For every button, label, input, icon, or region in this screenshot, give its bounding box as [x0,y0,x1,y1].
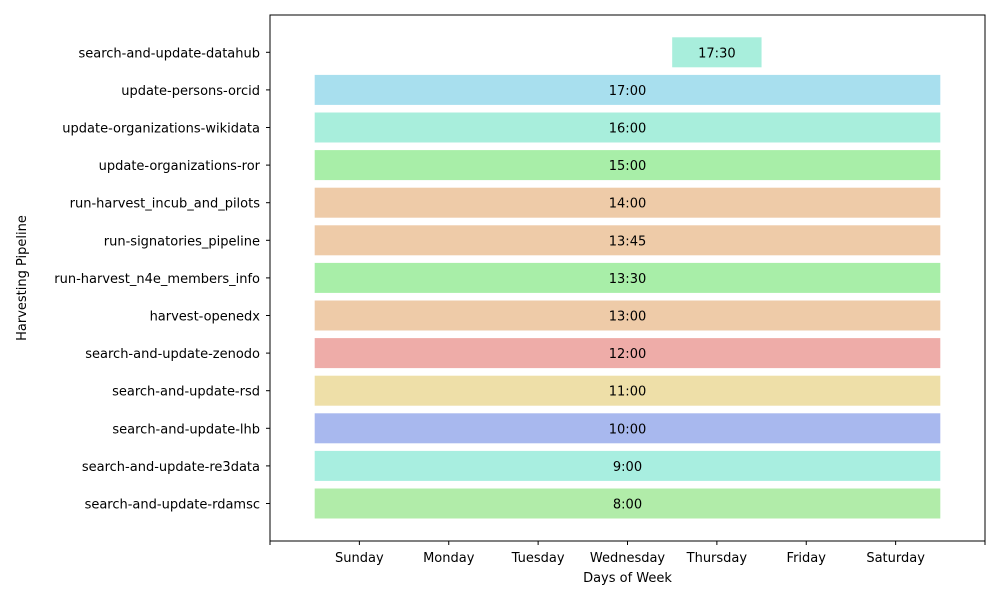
y-tick-label: search-and-update-lhb [112,422,260,437]
y-tick-label: update-organizations-ror [99,159,261,174]
bar-update-persons-orcid [314,74,941,105]
bar-search-and-update-datahub [672,37,762,68]
bar-update-organizations-wikidata [314,112,941,143]
bar-time-label: 13:45 [609,234,646,249]
y-tick-label: run-signatories_pipeline [104,234,260,249]
bar-search-and-update-lhb [314,413,941,444]
y-axis-ticks: search-and-update-rdamsc search-and-updat… [54,46,270,513]
y-tick-label: run-harvest_incub_and_pilots [70,197,261,212]
bar-time-label: 13:00 [609,310,646,325]
bar-search-and-update-zenodo [314,338,941,369]
bar-time-label: 12:00 [609,347,646,362]
bar-search-and-update-rdamsc [314,488,941,519]
x-tick-label: Thursday [686,551,748,566]
y-tick-label: search-and-update-zenodo [85,347,260,362]
bar-search-and-update-re3data [314,450,941,481]
y-tick-label: update-persons-orcid [121,84,260,99]
bars-group [314,37,941,519]
x-axis-label: Days of Week [583,571,672,586]
plot-frame [269,14,986,542]
bar-run-signatories-pipeline [314,225,941,256]
y-tick-label: search-and-update-rsd [112,385,260,400]
bar-time-label: 17:00 [609,84,646,99]
bar-update-organizations-ror [314,150,941,181]
bar-time-label: 15:00 [609,159,646,174]
y-axis-label: Harvesting Pipeline [15,215,30,341]
bar-time-label: 13:30 [609,272,646,287]
y-tick-label: harvest-openedx [150,310,261,325]
y-tick-label: search-and-update-rdamsc [85,498,260,513]
bar-harvest-openedx [314,300,941,331]
bar-time-label: 16:00 [609,122,646,137]
y-tick-label: run-harvest_n4e_members_info [54,272,260,287]
x-tick-label: Monday [423,551,475,566]
y-tick-label: search-and-update-re3data [82,460,260,475]
x-axis-ticks: Sunday Monday Tuesday Wednesday Thursday Frid… [269,541,986,566]
bar-run-harvest-incub-and-pilots [314,187,941,218]
x-tick-label: Saturday [866,551,925,566]
bar-time-label: 8:00 [613,498,642,513]
bar-run-harvest-n4e-members-info [314,262,941,293]
bar-search-and-update-rsd [314,375,941,406]
bar-time-label: 9:00 [613,460,642,475]
x-tick-label: Wednesday [590,551,666,566]
bar-labels-group: 8:00 9:00 10:00 11:00 12:00 13:00 13:30 13:45 14… [609,46,736,512]
bar-time-label: 10:00 [609,422,646,437]
x-tick-label: Friday [787,551,827,566]
bar-time-label: 14:00 [609,197,646,212]
x-tick-label: Sunday [335,551,384,566]
y-tick-label: update-organizations-wikidata [62,122,260,137]
y-tick-label: search-and-update-datahub [78,46,260,61]
bar-time-label: 17:30 [698,46,735,61]
x-tick-label: Tuesday [511,551,565,566]
bar-time-label: 11:00 [609,385,646,400]
